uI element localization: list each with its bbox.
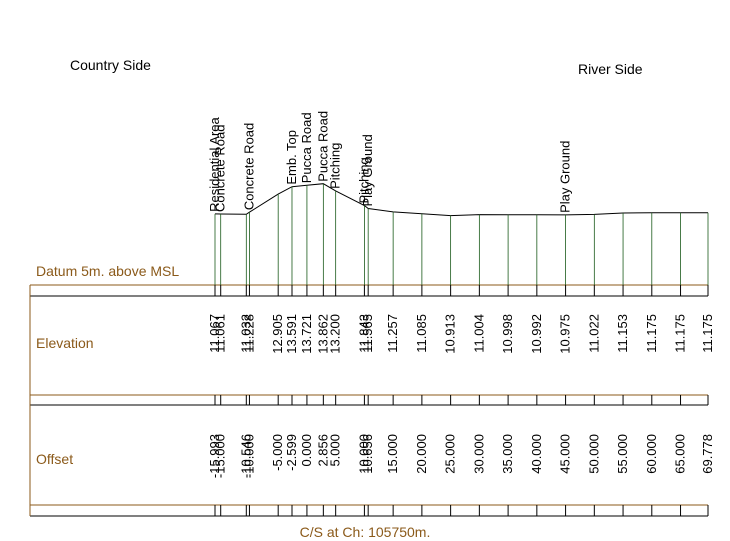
ground-profile — [214, 183, 708, 217]
offset-value: 0.000 — [299, 434, 314, 467]
elevation-value: 11.067 — [207, 314, 222, 353]
offset-value: 10.656 — [360, 434, 375, 474]
elevation-value: 11.843 — [356, 314, 371, 353]
feature-label: Emb. Top — [284, 130, 299, 185]
feature-label: Concrete Road — [213, 125, 228, 212]
elevation-value: 11.228 — [241, 314, 256, 353]
offset-header: Offset — [36, 451, 73, 467]
elevation-value: 13.862 — [315, 314, 330, 354]
offset-value: -10.546 — [238, 434, 253, 478]
offset-value: 60.000 — [644, 434, 659, 474]
elevation-value: 11.257 — [385, 314, 400, 353]
country-side-label: Country Side — [70, 57, 151, 73]
feature-label: Pucca Road — [315, 111, 330, 182]
offset-value: -5.000 — [270, 434, 285, 471]
offset-value: -15.993 — [207, 434, 222, 478]
offset-value: 69.778 — [700, 434, 715, 474]
offset-value: 5.000 — [328, 434, 343, 467]
elevation-value: 12.905 — [270, 314, 285, 354]
elevation-value: 11.085 — [414, 314, 429, 353]
elevation-value: 11.022 — [586, 314, 601, 353]
offset-value: 65.000 — [673, 434, 688, 474]
elevation-value: 11.004 — [471, 314, 486, 353]
offset-value: 50.000 — [586, 434, 601, 474]
offset-value: 15.000 — [385, 434, 400, 474]
river-side-label: River Side — [578, 61, 643, 77]
feature-label: Pitching — [356, 157, 371, 203]
elevation-value: 11.153 — [615, 314, 630, 353]
datum-label: Datum 5m. above MSL — [36, 263, 179, 279]
table-frame — [29, 284, 708, 517]
feature-label: Play Ground — [360, 134, 375, 206]
offset-value: 55.000 — [615, 434, 630, 474]
elevation-header: Elevation — [36, 335, 94, 351]
elevation-value: 13.591 — [284, 314, 299, 354]
feature-label: Pitching — [328, 143, 343, 189]
elevation-value: 10.913 — [443, 314, 458, 354]
elevation-value: 11.175 — [673, 314, 688, 353]
elevation-value: 11.565 — [360, 314, 375, 353]
elevation-value: 13.721 — [299, 314, 314, 354]
feature-label: Residential Area — [207, 116, 222, 211]
feature-label: Concrete Road — [241, 123, 256, 210]
elevation-value: 13.200 — [328, 314, 343, 354]
offset-value: -10.000 — [241, 434, 256, 478]
offset-value: 45.000 — [558, 434, 573, 474]
offset-value: -2.599 — [284, 434, 299, 471]
elevation-value: 11.061 — [213, 314, 228, 353]
offset-value: 35.000 — [500, 434, 515, 474]
offset-value: -15.000 — [213, 434, 228, 478]
ground-line — [214, 183, 708, 217]
offset-value: 10.000 — [356, 434, 371, 474]
feature-label: Pucca Road — [299, 112, 314, 183]
offset-value: 20.000 — [414, 434, 429, 474]
offset-value: 2.856 — [315, 434, 330, 467]
offset-value: 25.000 — [443, 434, 458, 474]
elevation-value: 11.032 — [238, 314, 253, 353]
feature-label: Play Ground — [558, 141, 573, 213]
elevation-value: 10.998 — [500, 314, 515, 354]
cross-section-caption: C/S at Ch: 105750m. — [300, 524, 431, 540]
station-lines — [214, 183, 709, 516]
offset-value: 40.000 — [529, 434, 544, 474]
elevation-value: 11.175 — [644, 314, 659, 353]
elevation-value: 11.175 — [700, 314, 715, 353]
offset-value: 30.000 — [471, 434, 486, 474]
elevation-value: 10.975 — [558, 314, 573, 354]
offset-values: -15.993-15.000 -10.546-10.000 -5.000-2.599… — [207, 434, 715, 478]
elevation-value: 10.992 — [529, 314, 544, 354]
